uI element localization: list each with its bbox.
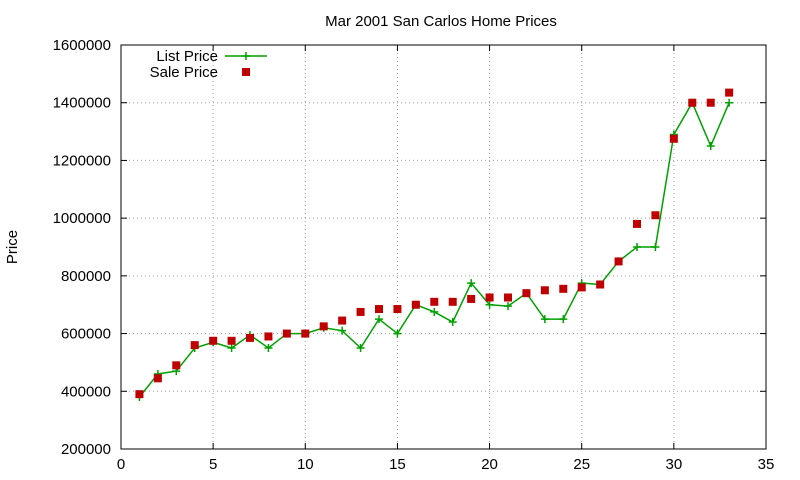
data-point <box>596 280 605 289</box>
legend-label: Sale Price <box>150 64 218 81</box>
data-point <box>467 294 476 303</box>
data-point <box>153 374 162 383</box>
data-point <box>577 283 586 292</box>
data-point <box>264 344 273 352</box>
data-point <box>209 336 218 345</box>
y-axis-label: Price <box>4 230 21 264</box>
data-point <box>633 243 641 251</box>
x-tick-label: 10 <box>297 456 314 473</box>
plot-frame <box>120 44 767 450</box>
grid <box>121 45 766 449</box>
data-point <box>669 134 678 143</box>
data-point <box>135 390 144 399</box>
data-point <box>393 305 402 314</box>
legend-marker <box>242 52 250 60</box>
data-point <box>356 344 365 352</box>
data-point <box>301 329 310 338</box>
x-tick-label: 15 <box>389 456 406 473</box>
y-tick-label: 600000 <box>61 326 111 343</box>
series-list-price <box>135 98 734 402</box>
y-tick-label: 1600000 <box>53 37 111 54</box>
data-point <box>172 361 181 370</box>
x-tick-label: 5 <box>209 456 217 473</box>
data-point <box>706 98 715 107</box>
data-point <box>540 315 549 324</box>
data-point <box>522 289 531 298</box>
data-point <box>504 293 512 302</box>
y-tick-label: 1000000 <box>53 210 111 227</box>
data-point <box>485 293 494 302</box>
data-point <box>651 211 660 220</box>
data-point <box>688 98 697 107</box>
data-point <box>375 305 383 314</box>
data-point <box>227 344 236 352</box>
data-point <box>448 318 457 327</box>
data-point <box>319 322 328 331</box>
data-point <box>614 257 623 266</box>
data-point <box>375 315 383 324</box>
data-point <box>411 300 420 309</box>
data-point <box>559 284 568 293</box>
legend-marker <box>242 68 250 76</box>
x-tick-label: 0 <box>117 456 125 473</box>
data-point <box>227 336 236 345</box>
data-point <box>448 297 457 306</box>
data-point <box>633 219 641 228</box>
data-point <box>338 316 347 325</box>
y-tick-label: 1200000 <box>53 152 111 169</box>
x-tick-label: 35 <box>758 456 775 473</box>
data-point <box>190 341 199 350</box>
x-tick-label: 25 <box>573 456 590 473</box>
data-point <box>467 279 476 288</box>
series-sale-price <box>135 88 734 399</box>
data-point <box>651 243 660 251</box>
data-point <box>540 286 549 295</box>
data-point <box>706 142 715 150</box>
data-point <box>559 315 568 324</box>
data-point <box>725 88 734 97</box>
data-point <box>725 98 734 107</box>
data-point <box>504 302 512 311</box>
legend-label: List Price <box>156 48 218 65</box>
data-point <box>485 300 494 309</box>
data-point <box>430 307 439 316</box>
data-point <box>393 329 402 338</box>
data-point <box>430 297 439 306</box>
data-point <box>246 333 254 342</box>
chart-title: Mar 2001 San Carlos Home Prices <box>325 13 557 30</box>
y-tick-label: 400000 <box>61 383 111 400</box>
y-tick-label: 1400000 <box>53 95 111 112</box>
y-tick-label: 200000 <box>61 441 111 458</box>
data-point <box>338 326 347 335</box>
y-tick-label: 800000 <box>61 268 111 285</box>
data-point <box>282 329 291 338</box>
data-point <box>264 332 273 341</box>
series-layer <box>135 88 734 402</box>
data-point <box>356 307 365 316</box>
x-tick-label: 30 <box>666 456 683 473</box>
series-line <box>138 101 730 398</box>
x-tick-label: 20 <box>481 456 498 473</box>
axis-ticks: 0 5 10 15 20 25 30 35 200000 400000 600000 800000 10… <box>53 37 775 473</box>
